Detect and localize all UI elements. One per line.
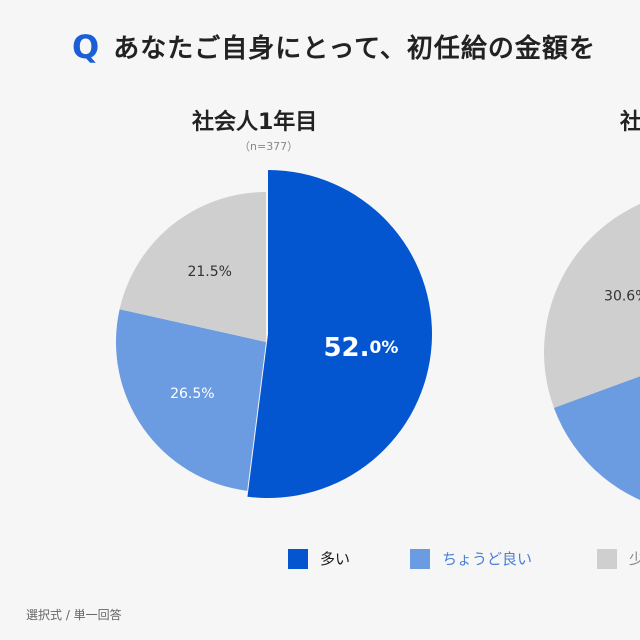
legend-label-few: 少 (629, 550, 640, 568)
chart-1-slice-just-right (116, 309, 266, 491)
legend: 多い ちょうど良い 少 (0, 548, 640, 574)
legend-label-just-right: ちょうど良い (442, 550, 533, 568)
legend-item-few: 少 (597, 548, 640, 569)
chart-2-label-few: 30.6% (604, 288, 640, 304)
chart-1-subtitle: （n=377） (239, 140, 299, 153)
question-line: Q あなたご自身にとって、初任給の金額を (72, 28, 596, 65)
legend-swatch-many (288, 548, 308, 569)
question-text: あなたご自身にとって、初任給の金額を (113, 34, 596, 64)
chart-2-slice-few (544, 204, 640, 408)
chart-1-slice-many (247, 170, 432, 498)
chart-2-slice-just-right (553, 376, 640, 500)
chart-1-label-just-right: 26.5% (170, 386, 214, 402)
legend-swatch-just-right (410, 548, 430, 569)
legend-swatch-few (597, 548, 617, 569)
legend-item-just-right: ちょうど良い (410, 548, 532, 569)
chart-1-title: 社会人1年目 (192, 110, 318, 135)
chart-1-slice-few (119, 192, 266, 342)
chart-1-label-few: 21.5% (187, 264, 231, 280)
legend-item-many: 多い (288, 548, 350, 569)
legend-label-many: 多い (320, 550, 351, 568)
footnote: 選択式 / 単一回答 (26, 608, 122, 622)
chart-1-label-many: 52.0% (323, 332, 398, 362)
question-mark-icon: Q (72, 27, 100, 66)
chart-2-title: 社 (620, 110, 640, 135)
